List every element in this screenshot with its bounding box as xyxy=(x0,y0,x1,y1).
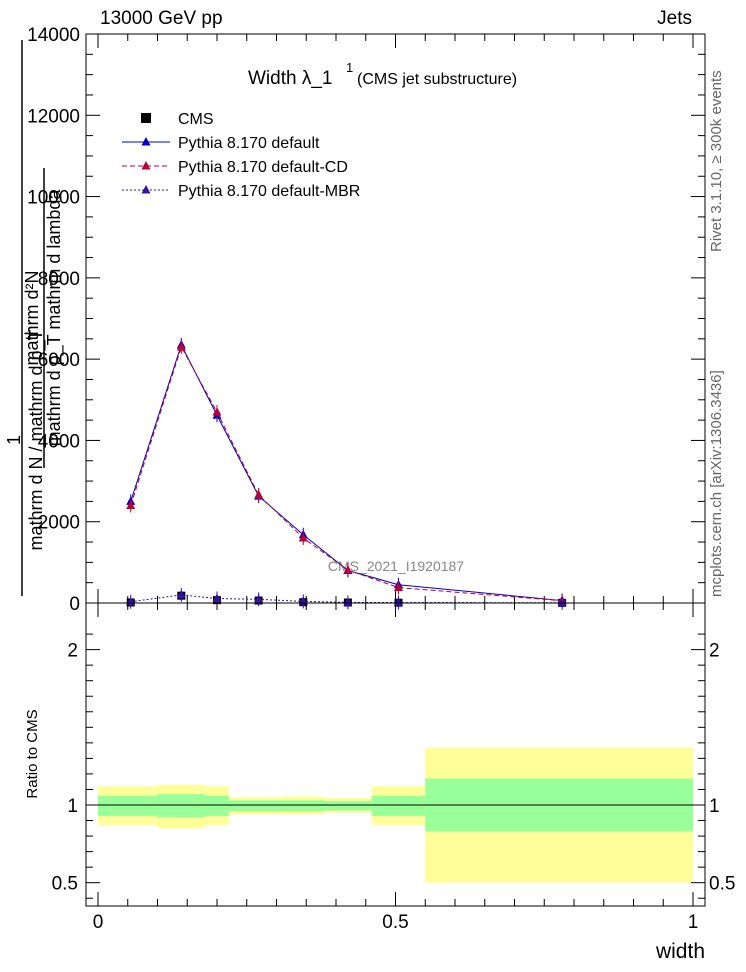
header-right: Jets xyxy=(657,8,692,29)
legend-marker xyxy=(141,185,151,194)
ratio-y-tick-label: 1 xyxy=(67,796,78,817)
plot-title-suffix: (CMS jet substructure) xyxy=(357,71,517,88)
header-left: 13000 GeV pp xyxy=(100,8,223,29)
legend-entry: Pythia 8.170 default xyxy=(122,135,320,152)
series-line xyxy=(130,345,563,602)
x-tick-label: 0 xyxy=(93,912,104,933)
ratio-inner-band xyxy=(324,801,372,811)
legend-marker xyxy=(141,113,151,123)
watermark: CMS_2021_I1920187 xyxy=(328,558,464,574)
y-tick-label: 2000 xyxy=(38,513,80,534)
legend-marker xyxy=(141,161,151,170)
ratio-y-tick-label-right: 0.5 xyxy=(709,874,735,895)
x-tick-label: 1 xyxy=(688,912,699,933)
ratio-inner-band xyxy=(157,794,206,818)
y-label-denominator: mathrm d p_T mathrm d lambda xyxy=(44,189,65,447)
y-tick-label: 0 xyxy=(69,594,80,615)
ratio-y-tick-label-right: 1 xyxy=(709,796,720,817)
legend-entry: Pythia 8.170 default-CD xyxy=(122,159,348,176)
ratio-inner-band xyxy=(371,795,426,816)
y-axis-label-lower: mathrm d N / mathrm d p_T xyxy=(26,329,47,550)
legend-label: Pythia 8.170 default-MBR xyxy=(178,183,360,200)
plot-title: Width λ_1 xyxy=(248,68,332,89)
y-label-numerator: mathrm d²N xyxy=(22,270,42,365)
legend-entry: Pythia 8.170 default-MBR xyxy=(122,183,360,200)
ratio-inner-band xyxy=(98,795,158,816)
y-label-one: 1 xyxy=(4,435,24,445)
legend-marker xyxy=(141,137,151,146)
ratio-y-tick-label: 2 xyxy=(67,641,78,662)
legend-label: CMS xyxy=(178,111,214,128)
legend: CMS Pythia 8.170 default Pythia 8.170 defa… xyxy=(122,111,360,200)
y-tick-label: 10000 xyxy=(27,188,80,209)
ratio-y-tick-label-right: 2 xyxy=(709,641,720,662)
y-tick-label: 6000 xyxy=(38,350,80,371)
ratio-y-axis-label: Ratio to CMS xyxy=(24,709,41,798)
ratio-inner-band xyxy=(228,800,283,812)
plot-title-superscript: 1 xyxy=(346,60,353,75)
main-plot: 0 2000 4000 6000 8000 10000 12000 14000 Width λ_… xyxy=(4,25,706,615)
legend-entry: CMS xyxy=(141,111,214,128)
legend-label: Pythia 8.170 default-CD xyxy=(178,159,348,176)
y-tick-label: 8000 xyxy=(38,269,80,290)
y-axis-label-outer: 1 xyxy=(4,435,24,445)
x-tick-label: 0.5 xyxy=(382,912,408,933)
y-tick-label: 14000 xyxy=(27,25,80,46)
ratio-y-tick-label: 0.5 xyxy=(52,874,78,895)
series-line xyxy=(130,343,563,602)
ratio-ylabel: Ratio to CMS xyxy=(24,709,41,798)
legend-label: Pythia 8.170 default xyxy=(178,135,320,152)
ratio-inner-band xyxy=(205,795,229,816)
y-tick-label: 4000 xyxy=(38,431,80,452)
x-axis-label: width xyxy=(655,940,705,963)
ratio-plot: 0.5 0.5 1 1 2 2 0 0.5 1 width Ratio to CMS xyxy=(24,602,735,963)
y-axis-label: mathrm d²N mathrm d p_T mathrm d lambda xyxy=(22,168,65,468)
series-2 xyxy=(126,339,567,608)
ratio-inner-band xyxy=(282,800,325,812)
y-label-bottom: mathrm d N / mathrm d p_T xyxy=(26,329,47,550)
y-tick-label: 12000 xyxy=(27,106,80,127)
